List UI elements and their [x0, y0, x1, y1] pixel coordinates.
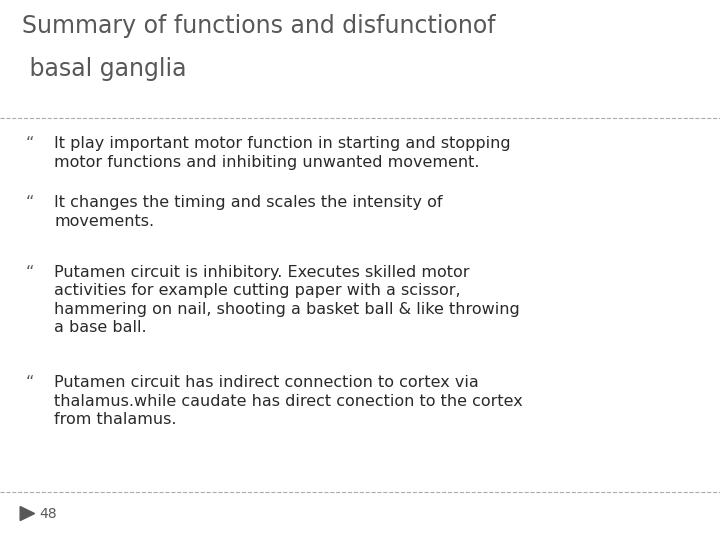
Text: “: “	[25, 375, 34, 390]
Text: 48: 48	[40, 507, 57, 521]
Text: It play important motor function in starting and stopping
motor functions and in: It play important motor function in star…	[54, 136, 510, 170]
Polygon shape	[20, 507, 35, 521]
Text: Summary of functions and disfunctionof: Summary of functions and disfunctionof	[22, 14, 495, 37]
Text: basal ganglia: basal ganglia	[22, 57, 186, 80]
Text: Putamen circuit is inhibitory. Executes skilled motor
activities for example cut: Putamen circuit is inhibitory. Executes …	[54, 265, 520, 335]
Text: “: “	[25, 265, 34, 280]
Text: “: “	[25, 136, 34, 151]
Text: It changes the timing and scales the intensity of
movements.: It changes the timing and scales the int…	[54, 195, 443, 229]
Text: “: “	[25, 195, 34, 211]
Text: Putamen circuit has indirect connection to cortex via
thalamus.while caudate has: Putamen circuit has indirect connection …	[54, 375, 523, 428]
